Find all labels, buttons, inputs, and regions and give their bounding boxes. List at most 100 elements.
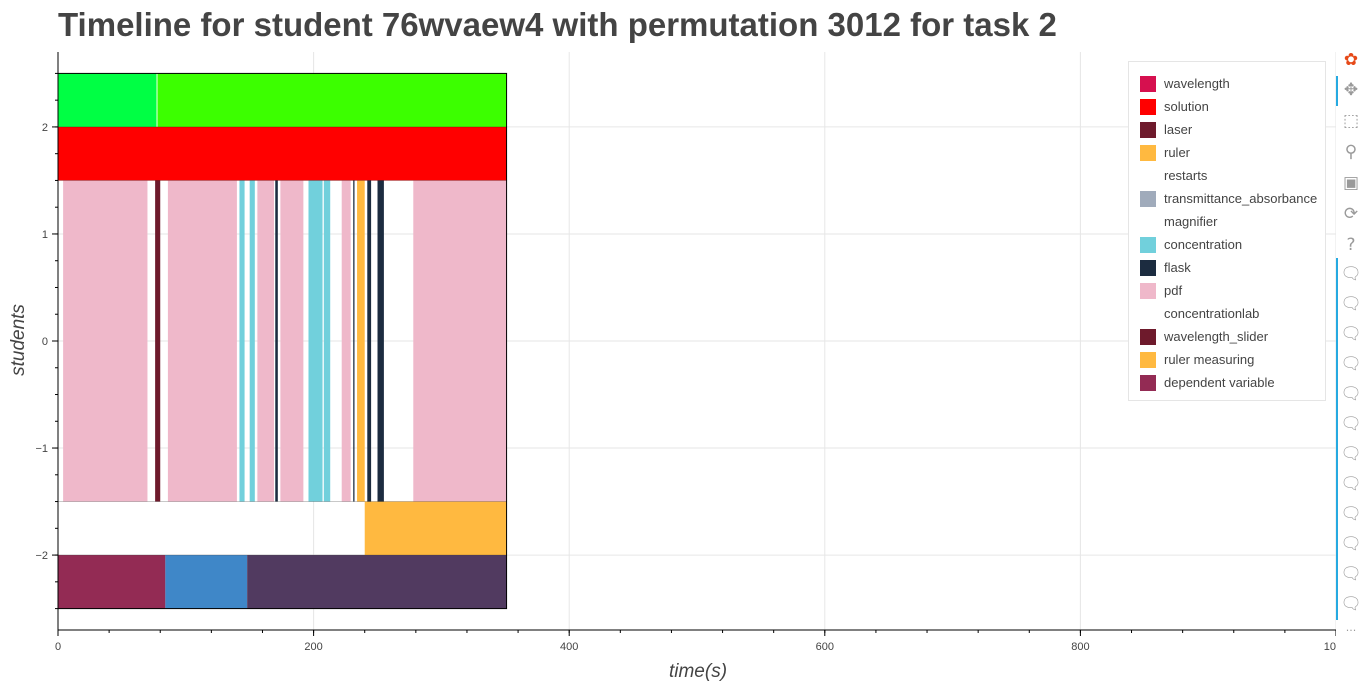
timeline-segment [275,180,278,502]
chart-title: Timeline for student 76wvaew4 with permu… [58,6,1057,43]
hover-tools-indicator [1336,258,1338,620]
hover-tool-icon[interactable]: 🗨 [1340,264,1362,284]
active-tool-indicator [1336,76,1338,106]
timeline-segment [58,555,166,609]
timeline-segment [249,180,255,502]
hover-tool-icon[interactable]: 🗨 [1340,594,1362,614]
legend-swatch [1140,75,1156,92]
x-tick-label: 200 [304,641,322,653]
timeline-segment [167,180,237,502]
y-tick-label: −2 [35,550,48,562]
legend-swatch [1140,190,1156,207]
legend-label: transmittance_absorbance [1164,191,1318,206]
legend-item: transmittance_absorbance [1129,187,1325,210]
timeline-segment [155,180,161,502]
legend: wavelength solution laser ruler restarts tran… [1128,61,1326,401]
timeline-segment [58,126,507,181]
hover-tool-icon[interactable]: 🗨 [1340,414,1362,434]
timeline-segment [63,180,148,502]
timeline-segment [165,555,248,609]
legend-swatch [1140,282,1156,299]
legend-swatch [1140,236,1156,253]
legend-label: restarts [1164,168,1208,183]
timeline-segment [413,180,507,502]
legend-label: flask [1164,260,1191,275]
legend-swatch [1140,305,1156,322]
timeline-segment [323,180,331,502]
hover-tool-icon[interactable]: 🗨 [1340,474,1362,494]
legend-item: ruler [1129,141,1325,164]
hover-tool-icon[interactable]: 🗨 [1340,384,1362,404]
legend-label: magnifier [1164,214,1218,229]
legend-label: concentration [1164,237,1243,252]
legend-label: wavelength_slider [1164,329,1269,344]
x-tick-label: 0 [55,641,61,653]
timeline-segment [377,180,384,502]
y-tick-label: 0 [42,336,48,348]
plot-area[interactable]: 0 200 400 600 800 1000 −2 −1 0 1 2 time(s) student… [0,0,1336,683]
legend-swatch [1140,351,1156,368]
timeline-segment [257,180,274,502]
legend-label: pdf [1164,283,1183,298]
timeline-segment [364,501,507,556]
timeline-segment [157,73,507,127]
x-tick-label: 800 [1071,641,1089,653]
x-axis-label: time(s) [669,661,727,682]
legend-item: dependent variable [1129,371,1325,394]
legend-label: dependent variable [1164,375,1275,390]
legend-item: pdf [1129,279,1325,302]
legend-swatch [1140,98,1156,115]
timeline-segment [357,180,365,502]
y-axis-label: students [8,304,29,376]
hover-tool-icon[interactable]: 🗨 [1340,324,1362,344]
legend-label: wavelength [1164,76,1230,91]
hover-tool-icon[interactable]: 🗨 [1340,444,1362,464]
y-tick-label: −1 [35,443,48,455]
x-tick-label: 400 [560,641,578,653]
legend-label: concentrationlab [1164,306,1260,321]
more-tools-icon[interactable]: ··· [1345,623,1357,637]
timeline-segment [247,555,507,609]
timeline-segment [239,180,245,502]
timeline-segment [341,180,351,502]
legend-label: ruler [1164,145,1191,160]
hover-tool-icon[interactable]: 🗨 [1340,354,1362,374]
legend-swatch [1140,213,1156,230]
timeline-segment [156,73,158,127]
timeline-segment [367,180,372,502]
legend-item: wavelength_slider [1129,325,1325,348]
y-tick-label: 2 [42,122,48,134]
legend-label: laser [1164,122,1193,137]
legend-item: laser [1129,118,1325,141]
timeline-segment [308,180,323,502]
help-icon[interactable]: ? [1346,235,1356,255]
timeline-segment [58,73,157,127]
legend-swatch [1140,259,1156,276]
box-zoom-icon[interactable]: ⬚ [1342,111,1360,131]
x-tick-label: 600 [816,641,834,653]
legend-swatch [1140,121,1156,138]
hover-tool-icon[interactable]: 🗨 [1340,564,1362,584]
legend-item: concentrationlab [1129,302,1325,325]
toolbar: ✿ ✥ ⬚ ⚲ ▣ ⟳? 🗨 🗨 🗨 🗨 🗨 🗨 🗨 🗨 🗨 🗨 🗨 🗨 ··· [1336,44,1366,644]
hover-tool-icon[interactable]: 🗨 [1340,534,1362,554]
legend-label: solution [1164,99,1209,114]
wheel-zoom-icon[interactable]: ⚲ [1344,142,1358,162]
timeline-bands [57,72,508,610]
legend-item: concentration [1129,233,1325,256]
timeline-segment [353,180,355,502]
legend-swatch [1140,374,1156,391]
legend-item: restarts [1129,164,1325,187]
legend-swatch [1140,144,1156,161]
legend-item: wavelength [1129,72,1325,95]
legend-item: ruler measuring [1129,348,1325,371]
legend-item: flask [1129,256,1325,279]
x-tick-label: 1000 [1324,641,1336,653]
reset-icon[interactable]: ⟳ [1343,204,1359,224]
legend-swatch [1140,167,1156,184]
hover-tool-icon[interactable]: 🗨 [1340,294,1362,314]
pan-icon[interactable]: ✥ [1343,80,1359,100]
legend-item: magnifier [1129,210,1325,233]
hover-tool-icon[interactable]: 🗨 [1340,504,1362,524]
save-icon[interactable]: ▣ [1342,173,1360,193]
